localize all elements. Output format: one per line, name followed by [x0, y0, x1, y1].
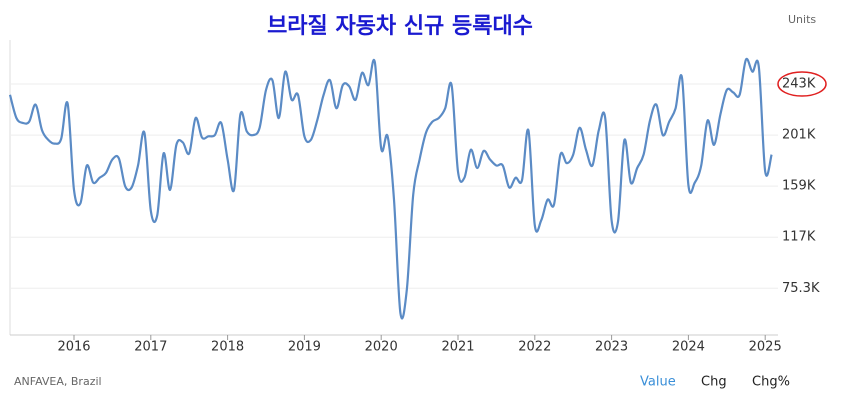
chart-title: 브라질 자동차 신규 등록대수 — [267, 13, 533, 39]
x-tick-label: 2022 — [518, 340, 551, 355]
y-tick-label: 159K — [782, 179, 816, 194]
y-tick-label: 201K — [782, 128, 816, 143]
x-tick-label: 2021 — [441, 340, 474, 355]
y-tick-label: 243K — [782, 77, 816, 92]
chg-pct-button[interactable]: Chg% — [752, 375, 790, 390]
y-tick-label: 117K — [782, 230, 816, 245]
x-tick-label: 2019 — [288, 340, 321, 355]
highlight-ellipse — [777, 71, 827, 97]
units-label: Units — [788, 13, 816, 26]
x-tick-label: 2018 — [211, 340, 244, 355]
x-tick-label: 2016 — [57, 340, 90, 355]
x-tick-label: 2024 — [672, 340, 705, 355]
value-button[interactable]: Value — [640, 375, 676, 390]
data-line — [8, 57, 773, 320]
x-tick-label: 2020 — [365, 340, 398, 355]
chg-button[interactable]: Chg — [701, 375, 727, 390]
x-tick-label: 2025 — [749, 340, 782, 355]
x-tick-label: 2023 — [595, 340, 628, 355]
x-tick-label: 2017 — [134, 340, 167, 355]
source: ANFAVEA, Brazil — [14, 375, 102, 388]
y-tick-label: 75.3K — [782, 281, 820, 296]
